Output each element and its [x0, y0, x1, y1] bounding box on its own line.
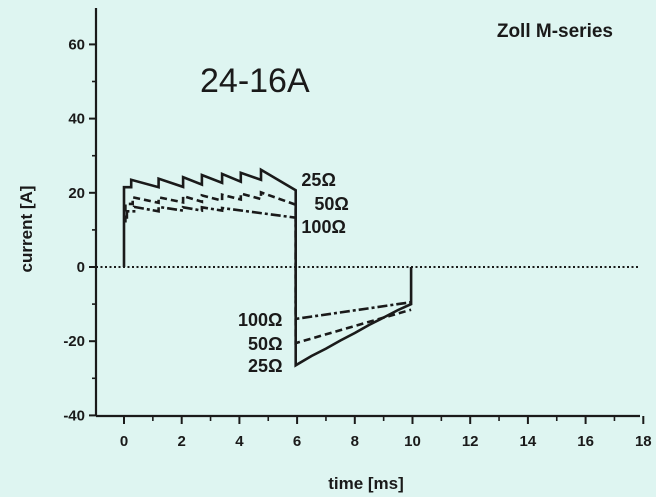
- y-tick-label: 40: [68, 111, 85, 128]
- series-label-text: 50Ω: [314, 194, 348, 214]
- x-axis-label: time [ms]: [328, 474, 404, 493]
- x-tick-label: 12: [462, 433, 479, 450]
- x-tick-label: 14: [520, 433, 537, 450]
- x-tick-label: 10: [404, 433, 421, 450]
- chart-subtitle: 24-16A: [200, 62, 310, 100]
- series-label-text: 25Ω: [301, 170, 335, 190]
- y-tick-label: -40: [63, 407, 85, 424]
- y-tick-label: 20: [68, 185, 85, 202]
- series-label-text: 50Ω: [248, 334, 282, 354]
- x-tick-label: 6: [293, 433, 301, 450]
- x-tick-label: 18: [635, 433, 652, 450]
- y-axis-label: current [A]: [17, 186, 36, 273]
- x-tick-label: 8: [351, 433, 359, 450]
- y-tick-label: -20: [63, 333, 85, 350]
- series-line-100: [125, 205, 412, 321]
- y-tick-label: 0: [77, 259, 85, 276]
- axes: -40 -20 0 20 40 60 0 2 4 6 8 10 12 14 16 18: [63, 8, 652, 450]
- x-tick-label: 2: [178, 433, 186, 450]
- chart-title: Zoll M-series: [497, 21, 613, 42]
- series-group: [122, 167, 413, 368]
- series-line-50: [124, 190, 412, 345]
- series-label-text: 100Ω: [301, 217, 345, 237]
- y-tick-label: 60: [68, 36, 85, 53]
- x-tick-label: 0: [120, 433, 128, 450]
- x-tick-label: 16: [577, 433, 594, 450]
- series-label-text: 100Ω: [238, 310, 282, 330]
- series-line-25: [122, 167, 413, 368]
- series-label-text: 25Ω: [248, 356, 282, 376]
- x-tick-label: 4: [235, 433, 244, 450]
